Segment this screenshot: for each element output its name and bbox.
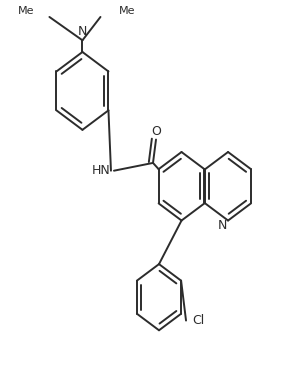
Text: N: N [78,25,87,38]
Text: Me: Me [118,6,135,16]
Text: Me: Me [18,6,35,16]
Text: O: O [151,125,161,138]
Text: HN: HN [92,164,111,177]
Text: Cl: Cl [192,314,204,327]
Text: N: N [217,219,227,232]
